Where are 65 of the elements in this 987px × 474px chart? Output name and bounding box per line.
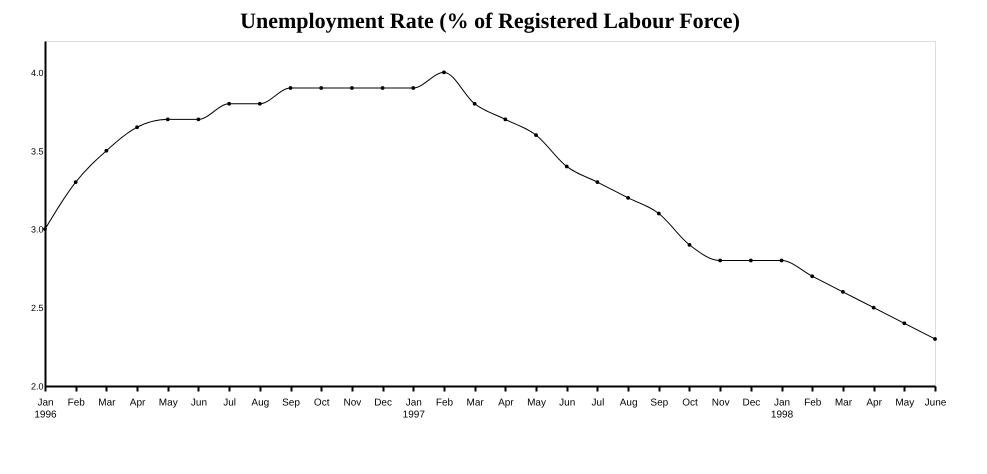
point bbox=[503, 118, 508, 122]
x-tick-label: Feb bbox=[804, 398, 822, 408]
point bbox=[74, 180, 78, 184]
x-tick-label: Nov bbox=[712, 398, 730, 408]
x-tick-label: Jul bbox=[592, 398, 604, 408]
point bbox=[196, 118, 200, 122]
x-tick-label: Mar bbox=[834, 398, 853, 408]
x-tick-label: Sep bbox=[282, 398, 300, 408]
x-tick-label: Nov bbox=[344, 398, 362, 408]
x-tick-label: Apr bbox=[498, 398, 514, 408]
point bbox=[810, 274, 814, 278]
point bbox=[872, 306, 876, 310]
x-tick-label: Feb bbox=[68, 398, 86, 408]
x-tick-label: Aug bbox=[251, 398, 270, 408]
point bbox=[104, 148, 108, 153]
point bbox=[596, 180, 600, 184]
x-tick-label: June bbox=[924, 398, 947, 408]
x-tick-label: Sep bbox=[650, 398, 669, 408]
y-tick-label: 3.5 bbox=[30, 146, 44, 156]
x-tick-label: May bbox=[158, 398, 178, 408]
point bbox=[564, 164, 569, 168]
point bbox=[166, 118, 170, 122]
y-tick-label: 4.0 bbox=[30, 68, 44, 78]
point bbox=[350, 86, 354, 90]
point bbox=[534, 133, 538, 137]
x-tick-label: Mar bbox=[98, 398, 116, 408]
y-tick-label: 2.0 bbox=[30, 382, 44, 392]
point bbox=[841, 290, 845, 294]
point bbox=[780, 258, 784, 262]
point bbox=[442, 70, 446, 74]
x-tick-label: Jan 1997 bbox=[402, 398, 426, 420]
point bbox=[626, 196, 630, 200]
x-tick-label: Dec bbox=[374, 398, 392, 408]
x-tick-label: Jan 1996 bbox=[34, 398, 58, 420]
x-tick-label: Oct bbox=[682, 398, 698, 408]
point bbox=[902, 321, 906, 326]
point bbox=[718, 258, 722, 262]
x-tick-label: Feb bbox=[436, 398, 454, 408]
x-tick-label: Aug bbox=[620, 398, 638, 408]
point bbox=[656, 212, 661, 216]
x-tick-label: Dec bbox=[742, 398, 760, 408]
chart-title: Unemployment Rate (% of Registered Labour Force) bbox=[240, 8, 740, 33]
point bbox=[411, 86, 416, 90]
x-tick-label: Apr bbox=[866, 398, 883, 408]
x-tick-label: Apr bbox=[130, 398, 146, 408]
x-tick-label: Jan 1998 bbox=[770, 398, 794, 420]
point bbox=[288, 86, 292, 90]
x-tick-label: Mar bbox=[466, 398, 484, 408]
point bbox=[472, 102, 477, 106]
y-tick-label: 2.5 bbox=[30, 303, 44, 314]
point bbox=[933, 337, 937, 341]
x-tick-label: Jul bbox=[223, 398, 236, 408]
point bbox=[258, 102, 262, 106]
point bbox=[748, 258, 753, 262]
y-tick-label: 3.0 bbox=[30, 224, 44, 235]
x-tick-label: Jun bbox=[190, 398, 208, 408]
point bbox=[380, 86, 384, 90]
x-tick-label: May bbox=[527, 398, 546, 408]
point bbox=[688, 242, 692, 247]
x-tick-label: May bbox=[895, 398, 914, 408]
x-tick-label: Oct bbox=[314, 398, 330, 408]
point bbox=[319, 86, 324, 90]
point bbox=[227, 102, 232, 106]
x-tick-label: Jun bbox=[559, 398, 576, 408]
point bbox=[135, 125, 139, 130]
